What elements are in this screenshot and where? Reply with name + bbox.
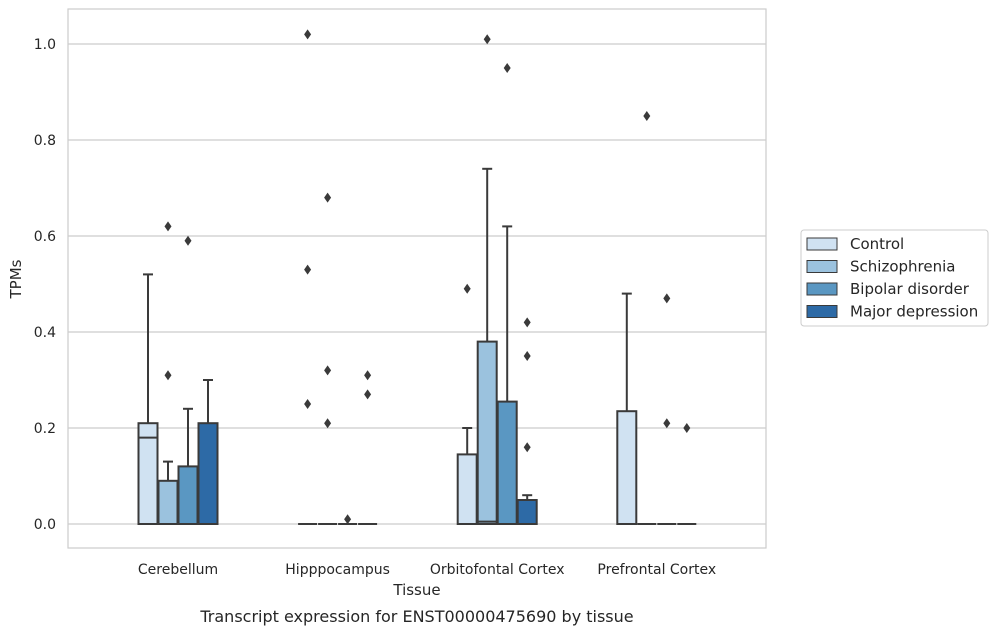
outlier-point [523,317,531,328]
legend-swatch [806,237,838,251]
outlier-point [523,351,531,361]
outlier-point [663,418,671,429]
x-axis-title: Tissue [392,581,440,599]
box-0-3 [616,292,638,526]
x-tick-labels: Cerebellum Hipppocampus Orbitofontal Corte… [138,562,716,578]
outlier-point [483,34,491,45]
outlier-point [344,514,352,525]
plot-frame [67,8,767,549]
outlier-point [324,365,332,376]
box-2-0 [177,235,199,525]
legend-label: Major depression [850,303,978,321]
outlier-point [324,192,332,203]
box-1-1 [318,192,338,525]
box-body [496,400,518,526]
outlier-point [643,111,651,121]
plot-background [68,9,766,548]
box-body [157,479,179,525]
outlier-point [364,389,372,400]
box-body [177,465,199,525]
box-body [616,410,638,526]
outlier-point [523,442,531,453]
x-tick-label: Prefrontal Cortex [597,562,716,578]
outlier-point [304,29,312,40]
legend-label: Bipolar disorder [850,280,970,298]
outlier-point [463,283,471,294]
box-0-0 [137,273,159,526]
box-body [137,422,159,526]
box-body [456,453,478,525]
legend-label: Control [850,235,904,253]
box-1-3 [637,111,657,525]
y-tick-label: 0.2 [34,421,56,437]
box-body [476,340,498,525]
outlier-point [304,399,312,409]
outlier-point [164,221,172,232]
outlier-point [304,264,312,275]
y-tick-labels: 0.0 0.2 0.4 0.6 0.8 1.0 [34,37,56,533]
box-2-1 [338,514,358,525]
box-marks [137,29,697,526]
box-3-1 [358,370,378,525]
chart-caption: Transcript expression for ENST0000047569… [199,607,633,626]
outlier-point [663,293,671,304]
x-tick-label: Cerebellum [138,562,218,578]
outlier-point [164,370,172,381]
box-2-3 [657,293,677,525]
box-3-3 [677,423,697,525]
legend-swatch [806,282,838,296]
box-body [197,422,219,526]
box-body [516,499,538,525]
y-tick-label: 1.0 [34,37,56,53]
outlier-point [364,370,372,381]
y-axis-title: TPMs [7,259,25,299]
legend-label: Schizophrenia [850,258,955,276]
legend-swatch [806,260,838,273]
box-2-2 [496,63,518,526]
box-3-2 [516,317,538,525]
outlier-point [184,235,192,246]
x-tick-label: Hipppocampus [285,562,390,578]
outlier-point [324,418,332,429]
box-3-0 [197,379,219,526]
legend: Control Schizophrenia Bipolar disorder Majo… [800,229,989,327]
y-tick-label: 0.8 [34,133,56,149]
legend-swatch [806,305,838,318]
y-tick-label: 0.6 [34,229,56,245]
y-tick-label: 0.4 [34,325,56,341]
outlier-point [683,423,691,433]
y-tick-label: 0.0 [34,517,56,533]
box-0-1 [298,29,318,525]
box-1-0 [157,221,179,525]
x-tick-label: Orbitofontal Cortex [430,562,565,578]
legend-frame [800,229,989,327]
outlier-point [503,63,511,73]
